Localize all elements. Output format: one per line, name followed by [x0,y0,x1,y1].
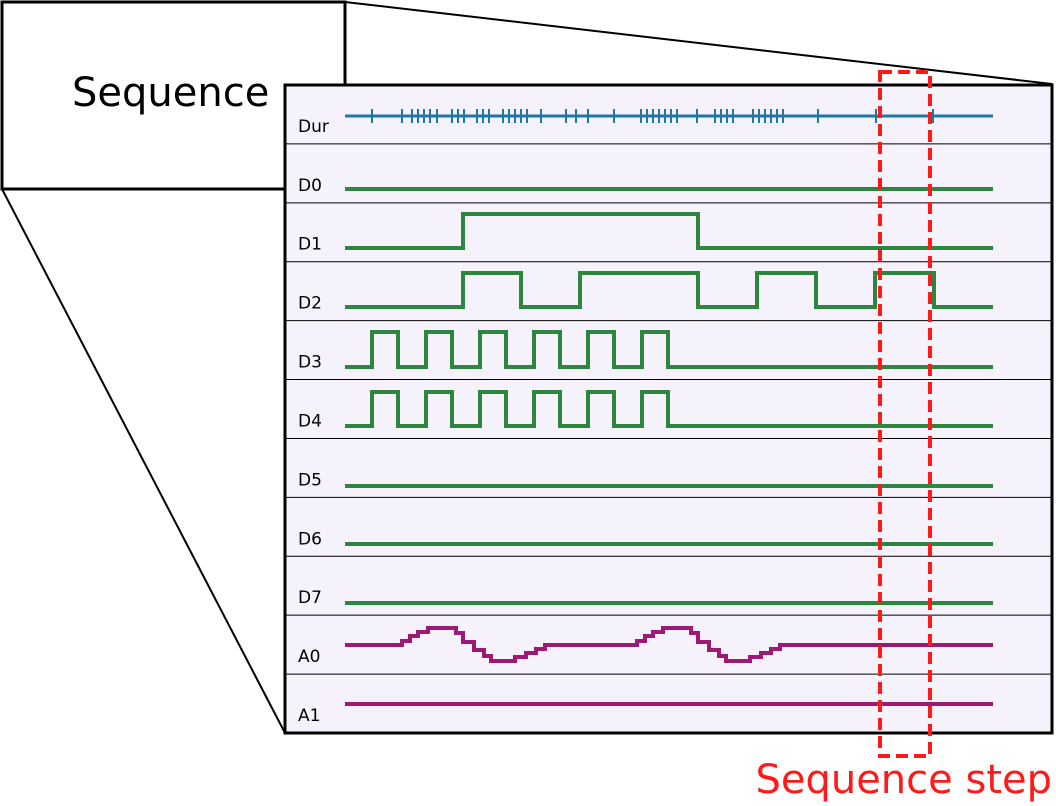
wave-d1 [345,212,993,250]
zoom-line [344,1,1053,85]
row-label: A1 [298,706,320,726]
rows: Dur D0 D1 D2 D3 D4 D5 D6 D7 A0 A1 [285,117,1052,726]
row-label: A0 [298,647,320,667]
wave-d4 [345,390,993,428]
row-label: D0 [298,176,322,196]
row-label: D4 [298,411,322,431]
wave-d2 [345,271,993,309]
sequence-title: Sequence [72,70,269,116]
row-label: D5 [298,470,322,490]
dur-ticks [371,109,934,123]
wave-d3 [345,330,993,369]
row-label: D2 [298,294,322,314]
row-label: D1 [298,235,322,255]
wave-a0 [345,626,993,663]
row-label: D6 [298,529,322,549]
step-annotation: Sequence step [755,757,1052,803]
step-highlight [878,70,932,758]
row-label: D7 [298,588,322,608]
row-label: D3 [298,353,322,373]
row-label: Dur [298,117,329,137]
waveforms [345,109,993,706]
zoom-line [1,188,286,734]
